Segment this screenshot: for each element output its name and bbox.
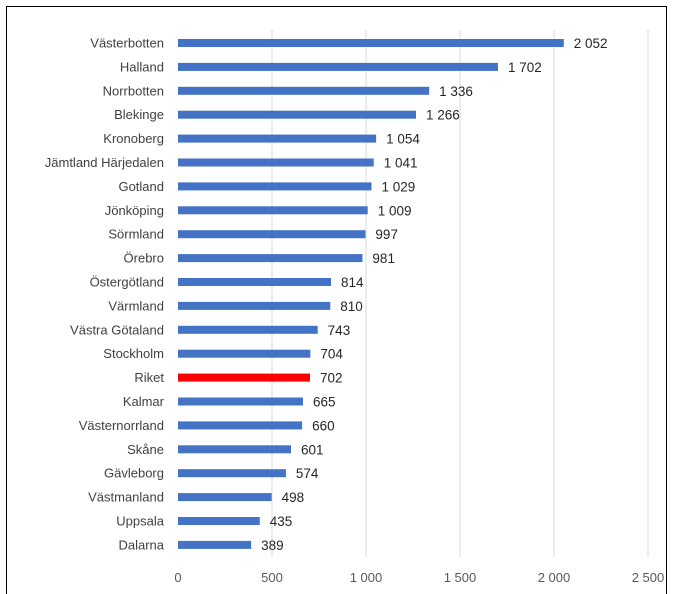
value-label: 810 [340,299,363,314]
value-label: 814 [341,275,364,290]
bar [178,86,430,95]
bar [178,278,332,286]
bar [178,325,318,334]
value-label: 997 [375,227,398,242]
value-label: 1 054 [386,132,420,147]
value-label: 743 [328,323,351,338]
value-label: 498 [282,490,305,505]
category-label: Kronoberg [103,131,164,146]
value-label: 665 [313,395,336,410]
bar [178,469,286,478]
bar [178,230,366,239]
bar [178,421,303,430]
category-label: Uppsala [116,514,164,529]
bar [178,134,377,143]
bar [178,397,304,406]
bar [178,540,252,549]
bar [178,158,374,167]
bar [178,182,372,191]
bar [178,301,331,310]
bar [178,62,498,71]
category-label: Västmanland [88,490,164,505]
category-label: Västerbotten [90,36,164,51]
category-label: Jönköping [105,203,164,218]
x-tick-label: 1 500 [444,570,477,585]
value-label: 1 266 [426,108,460,123]
value-label: 389 [261,538,284,553]
x-tick-label: 2 000 [538,570,571,585]
bar [178,110,417,119]
category-label: Blekinge [114,107,164,122]
value-label: 660 [312,418,335,433]
bar [178,349,311,358]
x-tick-label: 500 [261,570,283,585]
value-label: 981 [372,251,395,266]
bar [178,517,260,525]
x-tick-label: 0 [174,570,181,585]
x-tick-label: 2 500 [632,570,665,585]
category-label: Västra Götaland [70,322,164,337]
category-label: Västernorrland [79,418,164,433]
category-label: Gävleborg [104,466,164,481]
value-label: 1 041 [384,156,418,171]
category-label: Kalmar [123,394,165,409]
value-label: 435 [270,514,293,529]
value-label: 702 [320,371,343,386]
bar-highlight [178,373,310,382]
bar [178,206,368,215]
category-label: Stockholm [103,346,164,361]
value-label: 1 702 [508,60,542,75]
category-label: Värmland [108,298,164,313]
category-label: Dalarna [118,537,164,552]
category-label: Riket [134,370,164,385]
category-label: Skåne [127,442,164,457]
category-label: Gotland [118,179,164,194]
category-label: Norrbotten [103,83,164,98]
value-label: 601 [301,442,324,457]
bar [178,39,564,47]
x-tick-label: 1 000 [350,570,383,585]
value-label: 1 029 [381,179,415,194]
category-label: Örebro [124,251,164,266]
category-label: Halland [120,59,164,74]
bar [178,254,363,263]
value-label: 1 009 [378,203,412,218]
value-label: 704 [320,347,343,362]
category-label: Sörmland [108,227,164,242]
value-label: 1 336 [439,84,473,99]
value-label: 574 [296,466,319,481]
category-label: Jämtland Härjedalen [45,155,164,170]
chart-frame [6,6,667,594]
bar [178,445,291,454]
value-label: 2 052 [574,36,608,51]
category-label: Östergötland [90,275,164,290]
bar [178,493,272,502]
